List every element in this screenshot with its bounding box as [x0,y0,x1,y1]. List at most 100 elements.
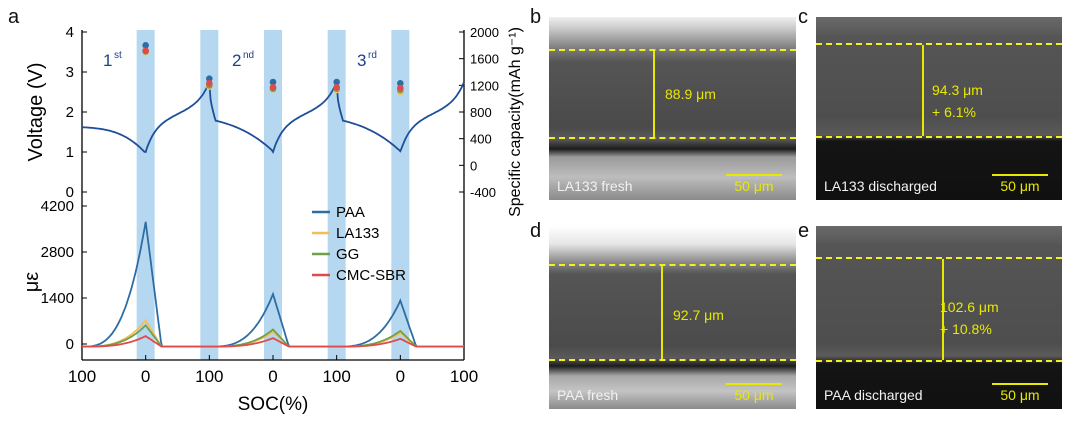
capacity-point [206,80,213,87]
cycle-label-suffix: rd [368,50,377,61]
scale-bar: 50 μm [992,383,1048,403]
guide-line-bottom [549,359,796,361]
legend-label: GG [336,246,359,263]
sem-image-e [816,226,1062,409]
soc-band-1 [136,30,155,360]
sem-caption: LA133 fresh [557,178,633,194]
strain-curve-gg [82,323,464,348]
thickness-arrow [653,51,655,137]
panel-label-d: d [530,220,542,242]
capacity-tick-label: 1200 [470,78,499,93]
x-tick-label: 0 [268,367,277,386]
strain-tick-label: 0 [66,336,74,353]
thickness-value: 102.6 μm [940,299,999,315]
strain-curve-cmc-sbr [82,335,464,348]
guide-line-top [549,49,796,51]
soc-band-5 [391,30,410,360]
thickness-value: 94.3 μm [932,82,983,98]
guide-line-top [549,264,796,266]
guide-line-top [816,43,1062,45]
x-tick-label: 100 [322,367,350,386]
capacity-tick-label: 800 [470,105,492,120]
sem-image-b [549,17,796,200]
scale-bar: 50 μm [726,174,782,194]
cycle-label-number: 3 [357,51,366,70]
strain-tick-label: 1400 [41,290,74,307]
capacity-axis-title: Specific capacity(mAh g⁻¹) [507,27,524,217]
capacity-tick-label: -400 [470,185,496,200]
thickness-label: 94.3 μm + 6.1% [932,79,983,123]
capacity-point [397,80,404,87]
cycle-label-suffix: nd [243,50,254,61]
voltage-curve [81,80,465,155]
scale-label: 50 μm [1000,387,1040,403]
voltage-tick-label: 1 [66,144,74,161]
strain-tick-label: 4200 [41,198,74,215]
voltage-axis-title: Voltage (V) [25,63,47,162]
capacity-point [333,84,340,91]
sem-panel-c: 94.3 μm + 6.1% LA133 discharged 50 μm [816,17,1062,200]
sem-image-d [549,226,796,409]
capacity-point [142,42,149,49]
voltage-tick-label: 0 [66,184,74,201]
x-axis-title: SOC(%) [238,394,309,415]
scale-bar: 50 μm [726,383,782,403]
sem-panel-b: 88.9 μm LA133 fresh 50 μm [549,17,796,200]
x-tick-label: 100 [450,367,478,386]
cycle-label-number: 1 [103,51,112,70]
soc-band-3 [264,30,282,360]
guide-line-bottom [816,360,1062,362]
capacity-tick-label: 2000 [470,25,499,40]
capacity-point [397,84,404,92]
sem-panel-d: 92.7 μm PAA fresh 50 μm [549,226,796,409]
panel-label-c: c [798,6,808,28]
thickness-change: + 10.8% [940,321,992,337]
guide-line-top [816,257,1062,259]
voltage-tick-label: 3 [66,64,74,81]
legend-label: PAA [336,204,365,221]
capacity-point [333,78,340,86]
thickness-label: 102.6 μm + 10.8% [940,296,999,340]
scale-label: 50 μm [734,178,774,194]
sem-caption: PAA discharged [824,387,923,403]
thickness-change: + 6.1% [932,104,976,120]
scale-label: 50 μm [734,387,774,403]
legend-label: LA133 [336,225,379,242]
panel-label-a: a [8,6,20,28]
capacity-point [142,47,149,54]
capacity-tick-label: 400 [470,132,492,147]
x-tick-label: 0 [396,367,405,386]
voltage-tick-label: 2 [66,104,74,121]
thickness-arrow [922,45,924,136]
x-tick-label: 100 [195,367,223,386]
panel-label-b: b [530,6,542,28]
cycle-label-number: 2 [232,51,241,70]
sem-panel-e: 102.6 μm + 10.8% PAA discharged 50 μm [816,226,1062,409]
cycle-label-suffix: st [114,50,122,61]
x-tick-label: 0 [141,367,150,386]
thickness-label: 88.9 μm [665,86,716,102]
sem-caption: LA133 discharged [824,178,937,194]
legend-label: CMC-SBR [336,267,406,284]
strain-curve-la133 [82,318,464,348]
capacity-point [269,78,277,86]
voltage-tick-label: 4 [66,24,74,41]
sem-image-c [816,17,1062,200]
capacity-tick-label: 0 [470,158,477,173]
thickness-label: 92.7 μm [673,307,724,323]
scale-bar: 50 μm [992,174,1048,194]
guide-line-bottom [549,137,796,139]
scale-label: 50 μm [1000,178,1040,194]
capacity-tick-label: 1600 [470,52,499,67]
capacity-point [269,84,277,91]
strain-axis-title: με [21,272,43,293]
strain-tick-label: 2800 [41,244,74,261]
guide-line-bottom [816,136,1062,138]
thickness-arrow [661,266,663,359]
sem-caption: PAA fresh [557,387,619,403]
capacity-point [206,75,213,82]
strain-curve-paa [82,221,464,348]
x-tick-label: 100 [68,367,96,386]
thickness-arrow [942,259,944,360]
